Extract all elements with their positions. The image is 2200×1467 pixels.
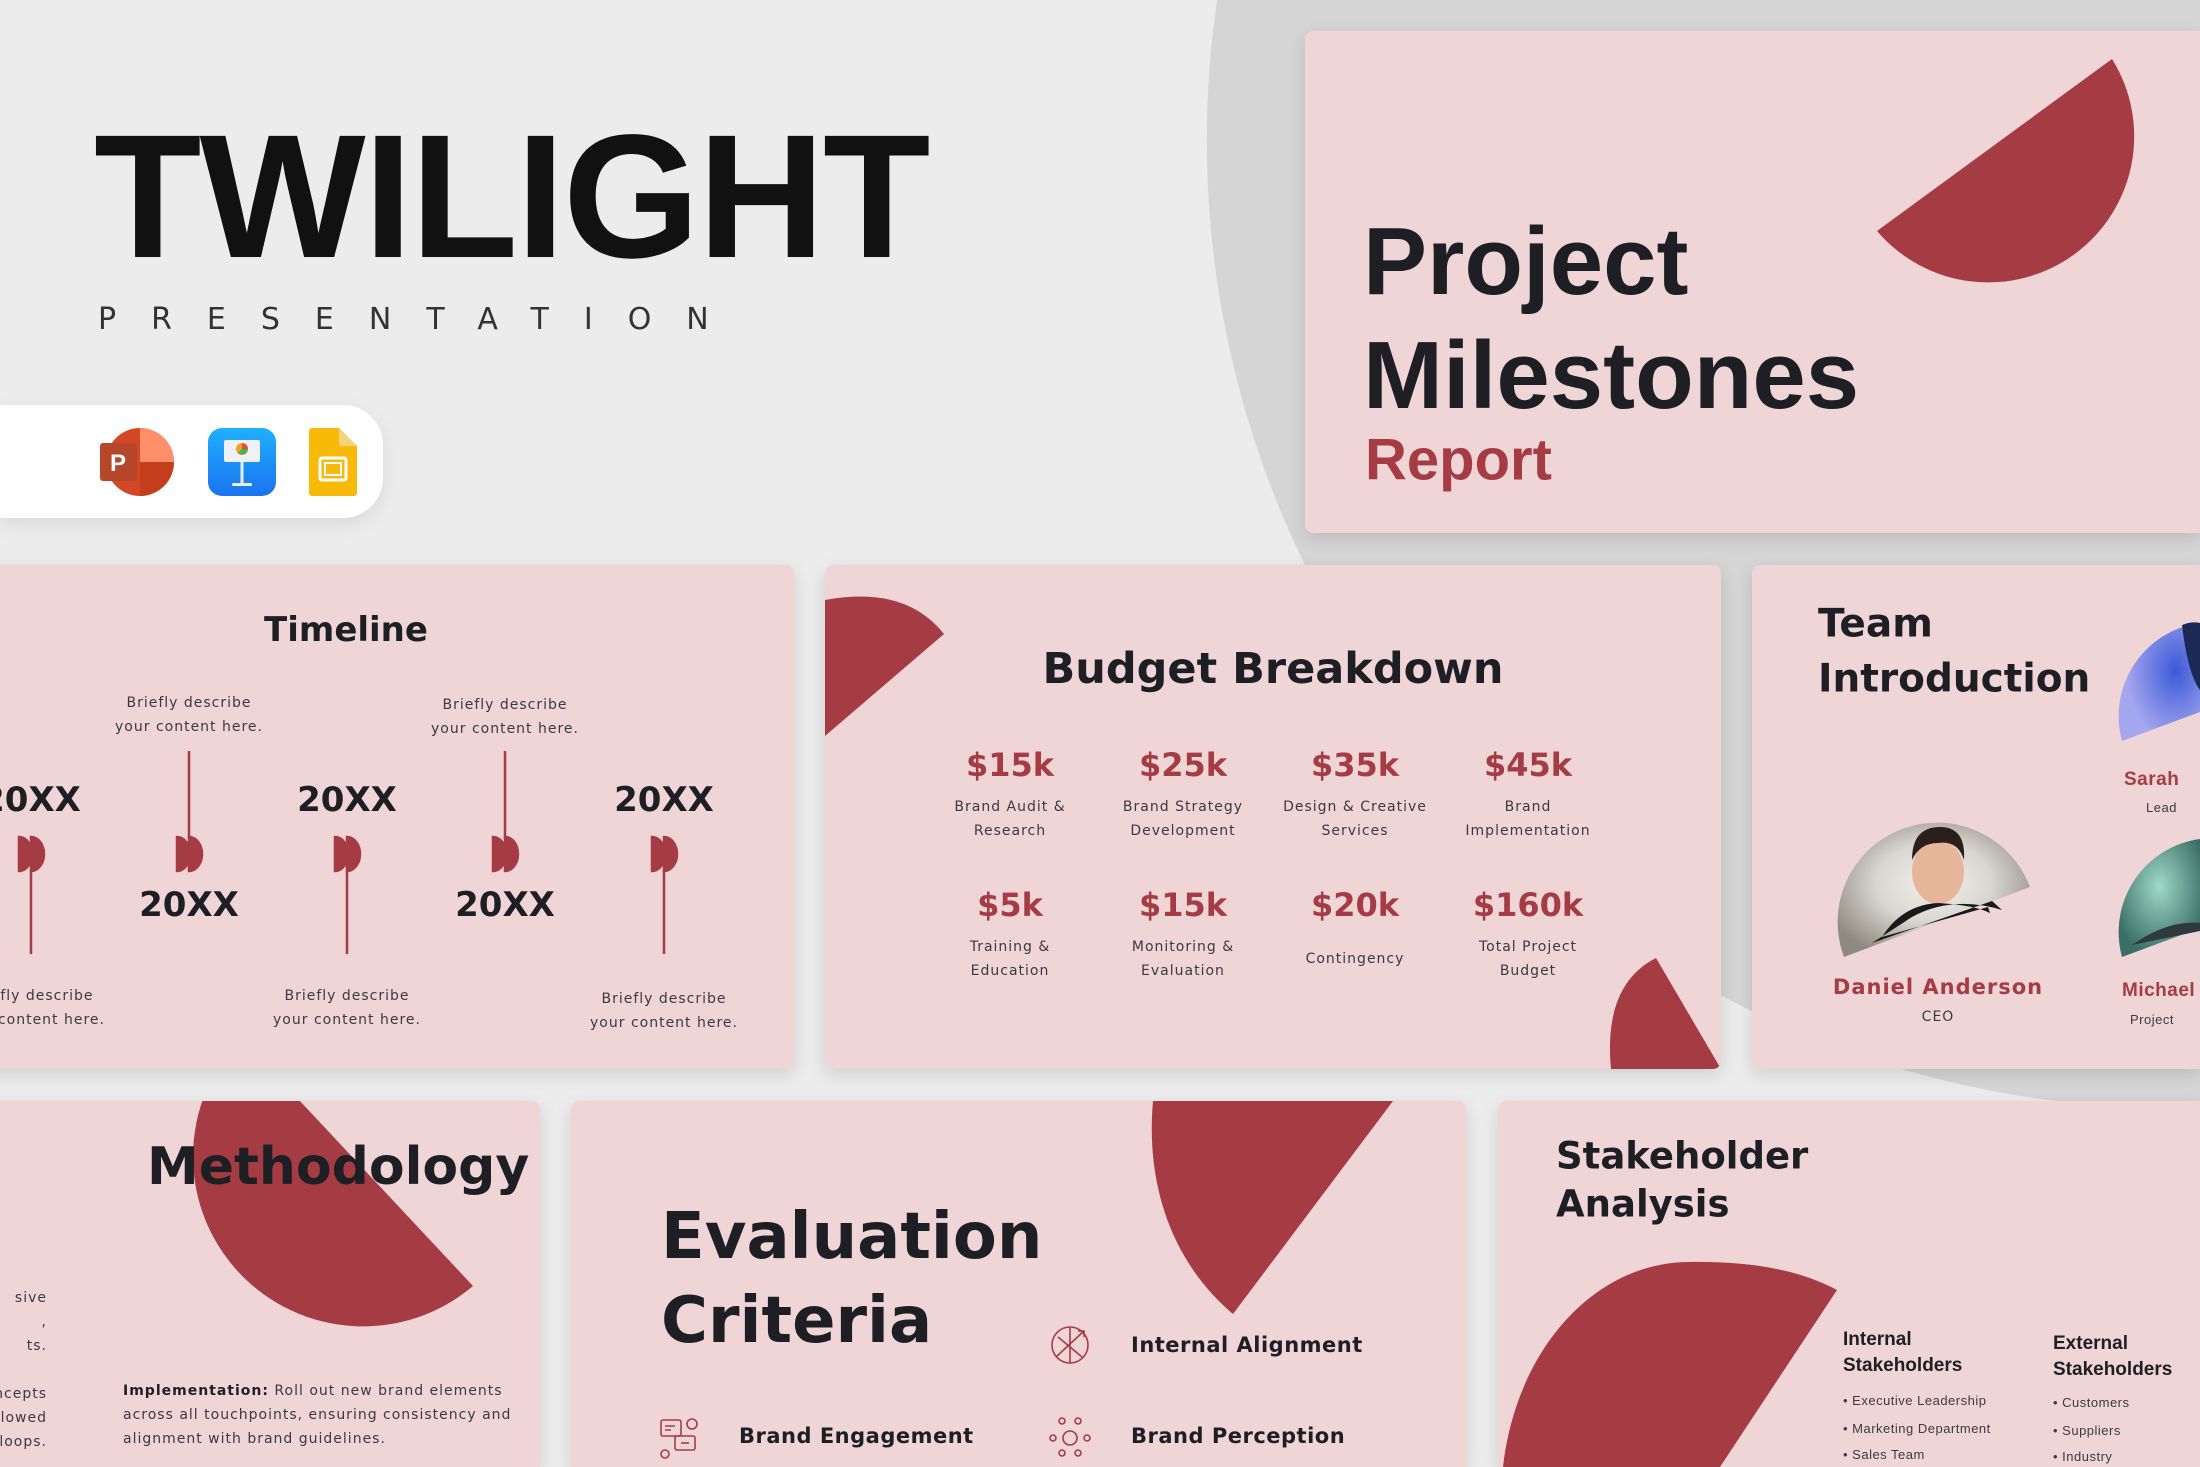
member-name: Michael [2122,980,2196,1001]
keynote-icon [208,428,276,496]
budget-value: $5k [977,886,1043,924]
timeline-markers [17,751,679,954]
timeline-marker [491,751,520,873]
slide-timeline[interactable]: Timeline 20XX 20XX 20XX 20XX 20XX Briefl… [0,565,794,1069]
internal-heading: Stakeholders [1843,1355,1963,1376]
semicircle-shape [1877,59,2135,283]
timeline-year: 20XX [455,885,555,925]
list-item: • Marketing Department [1843,1421,1991,1436]
hero-subtitle: PRESENTATION [98,302,744,337]
cover-title-line2: Milestones [1363,322,1860,429]
member-name: Sarah [2124,769,2180,790]
external-heading: Stakeholders [2053,1359,2173,1380]
budget-label: Brand Implementation [1465,799,1591,839]
timeline-year: 20XX [614,780,714,820]
budget-label: Training & Education [969,939,1051,979]
avatar-daniel [1837,822,2030,957]
target-chart-icon [1051,1326,1089,1364]
member-name: Daniel Anderson [1832,975,2044,999]
budget-label: Total Project Budget [1478,939,1578,979]
timeline-year: 20XX [139,885,239,925]
budget-value: $20k [1310,886,1400,924]
budget-value: $15k [1138,886,1228,924]
stakeholder-title-line2: Analysis [1556,1182,1730,1226]
svg-text:P: P [110,450,126,477]
hero-title: TWILIGHT [94,99,930,295]
app-compatibility-bar: P [0,405,383,518]
budget-title: Budget Breakdown [1042,644,1504,694]
timeline-marker [333,835,362,954]
decor-shape [1503,1261,1837,1467]
powerpoint-icon: P [100,427,174,497]
slide-stakeholder[interactable]: Stakeholder Analysis Internal Stakeholde… [1498,1101,2200,1467]
evaluation-title-line2: Criteria [661,1284,933,1358]
criteria-label: Brand Perception [1131,1424,1346,1448]
timeline-marker [17,835,46,954]
timeline-title: Timeline [264,610,428,650]
team-title-line2: Introduction [1818,656,2091,702]
criteria-label: Brand Engagement [739,1424,974,1448]
member-role: Lead [2146,800,2177,815]
budget-value: $25k [1138,746,1228,784]
budget-label: Brand Audit & Research [954,799,1066,839]
methodology-title: Methodology [147,1137,530,1197]
list-item: • Industry [2053,1449,2113,1464]
budget-label: Contingency [1305,951,1405,967]
methodology-left-text: sive , ts. ncepts lowed loops. [0,1290,47,1450]
people-network-icon [1049,1417,1091,1457]
external-heading: External [2053,1333,2128,1354]
slide-evaluation[interactable]: Evaluation Criteria Internal Alignment B… [571,1101,1466,1467]
timeline-marker [650,835,679,954]
budget-value: $15k [965,746,1055,784]
cover-subtitle: Report [1365,427,1552,493]
decor-shape [1151,1101,1393,1314]
list-item: • Customers [2053,1395,2130,1410]
budget-label: Monitoring & Evaluation [1131,939,1235,979]
avatar-michael [2118,839,2200,957]
timeline-year: 20XX [297,780,397,820]
avatar-sarah [2118,622,2200,741]
stakeholder-title-line1: Stakeholder [1556,1134,1809,1178]
implementation-paragraph: Implementation: Roll out new brand eleme… [123,1383,512,1447]
cover-title-line1: Project [1363,208,1689,315]
google-slides-icon [309,428,357,496]
criteria-label: Internal Alignment [1131,1333,1363,1357]
list-item: • Suppliers [2053,1423,2121,1438]
timeline-marker [175,751,204,873]
slide-cover[interactable]: Project Milestones Report [1305,31,2200,533]
semicircle-shape [193,1101,473,1327]
team-title-line1: Team [1818,601,1933,647]
slide-team[interactable]: Team Introduction Daniel Anderson CEO Sa… [1752,565,2200,1069]
list-item: • Executive Leadership [1843,1393,1987,1408]
member-role: CEO [1921,1009,1955,1025]
budget-label: Brand Strategy Development [1122,799,1244,839]
member-role: Project [2130,1012,2174,1027]
list-item: • Sales Team [1843,1447,1925,1462]
chat-heart-icon [660,1418,698,1459]
internal-heading: Internal [1843,1329,1912,1350]
budget-value: $160k [1472,886,1584,924]
team-photos [1837,622,2200,957]
budget-value: $35k [1310,746,1400,784]
slide-budget[interactable]: Budget Breakdown $15k Brand Audit & Resear… [825,565,1721,1069]
evaluation-title-line1: Evaluation [661,1200,1043,1274]
slide-methodology[interactable]: Methodology sive , ts. ncepts lowed loop… [0,1101,540,1467]
decor-shapes [825,596,1721,1069]
budget-label: Design & Creative Services [1283,799,1427,839]
timeline-year: 20XX [0,780,81,820]
budget-value: $45k [1483,746,1573,784]
